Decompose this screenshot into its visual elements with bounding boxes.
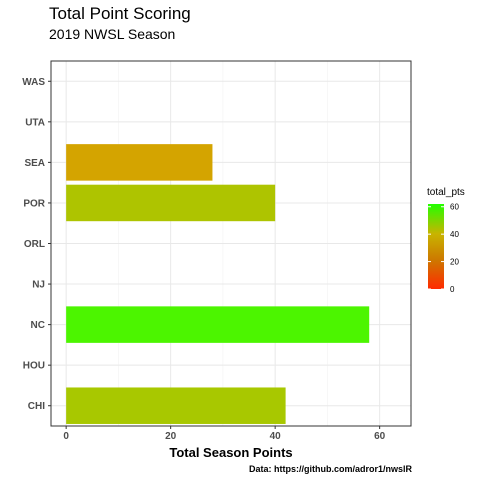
- y-tick-label: NC: [31, 320, 45, 331]
- bar-sea: [66, 144, 213, 181]
- y-tick-label: ORL: [24, 239, 45, 250]
- y-tick-label: NJ: [32, 280, 45, 291]
- color-legend: total_pts 0 20 40 60: [427, 187, 465, 294]
- y-tick-label: SEA: [24, 158, 45, 169]
- x-axis: 0 20 40 60: [63, 426, 386, 442]
- x-tick-label: 60: [374, 431, 386, 442]
- y-axis: CHI HOU NC NJ ORL POR SEA UTA WAS: [22, 77, 51, 412]
- x-tick-label: 20: [165, 431, 177, 442]
- bars: [66, 144, 370, 424]
- chart-title: Total Point Scoring: [49, 4, 191, 23]
- legend-ticks: 0 20 40 60: [428, 203, 459, 294]
- x-tick-label: 40: [270, 431, 282, 442]
- x-axis-label: Total Season Points: [169, 445, 292, 460]
- grid-lines: [51, 61, 411, 426]
- legend-title: total_pts: [427, 187, 465, 198]
- legend-tick-label: 0: [450, 285, 455, 294]
- y-tick-label: UTA: [25, 117, 45, 128]
- legend-tick-label: 40: [450, 230, 459, 239]
- y-tick-label: CHI: [28, 401, 45, 412]
- chart-subtitle: 2019 NWSL Season: [49, 26, 176, 42]
- x-tick-label: 0: [63, 431, 69, 442]
- y-tick-label: POR: [23, 198, 45, 209]
- legend-tick-label: 60: [450, 203, 459, 212]
- legend-colorbar: [428, 204, 444, 289]
- y-tick-label: WAS: [22, 77, 45, 88]
- bar-chi: [66, 387, 286, 424]
- bar-nc: [66, 306, 370, 343]
- legend-tick-label: 20: [450, 258, 459, 267]
- y-tick-label: HOU: [23, 361, 45, 372]
- bar-por: [66, 184, 276, 222]
- chart-caption: Data: https://github.com/adror1/nwslR: [249, 464, 413, 474]
